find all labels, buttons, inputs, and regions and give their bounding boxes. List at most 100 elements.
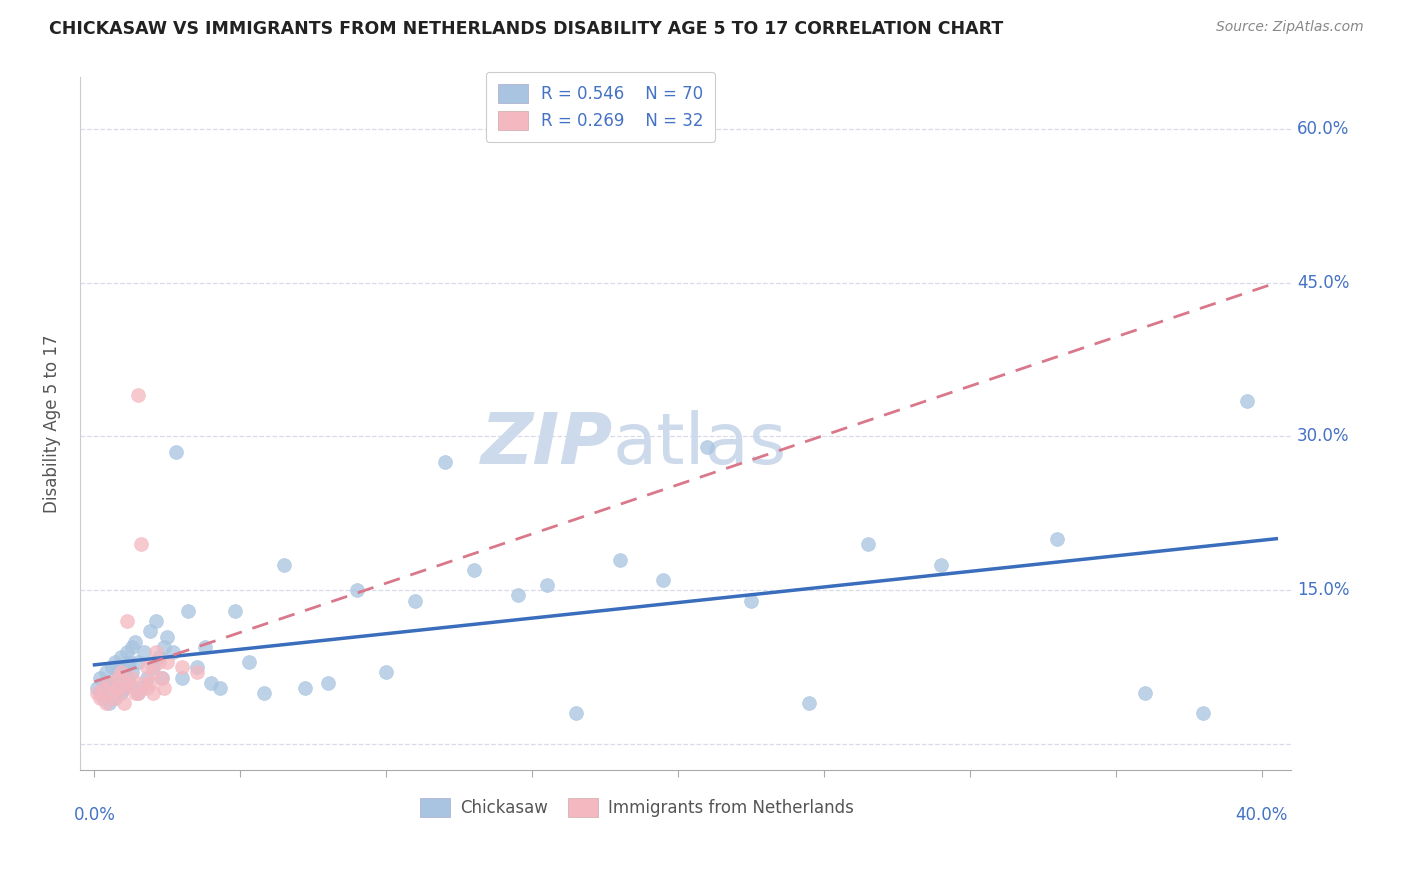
Point [1046, 532, 1069, 546]
Point [463, 563, 485, 577]
Point [316, 675, 339, 690]
Point [165, 445, 187, 459]
Point [132, 645, 155, 659]
Point [156, 655, 179, 669]
Point [127, 655, 149, 669]
Point [294, 681, 316, 695]
Point [110, 650, 132, 665]
Point [145, 614, 167, 628]
Point [253, 686, 276, 700]
Point [89, 691, 111, 706]
Point [115, 645, 138, 659]
Point [121, 640, 143, 654]
Text: atlas: atlas [613, 410, 787, 479]
Point [132, 675, 155, 690]
Point [170, 660, 193, 674]
Point [346, 583, 368, 598]
Point [112, 660, 135, 674]
Point [101, 660, 124, 674]
Point [124, 686, 146, 700]
Point [170, 671, 193, 685]
Point [799, 696, 821, 710]
Text: CHICKASAW VS IMMIGRANTS FROM NETHERLANDS DISABILITY AGE 5 TO 17 CORRELATION CHAR: CHICKASAW VS IMMIGRANTS FROM NETHERLANDS… [49, 20, 1004, 37]
Point [107, 665, 129, 680]
Point [98, 675, 121, 690]
Point [153, 681, 176, 695]
Point [139, 675, 162, 690]
Point [148, 655, 170, 669]
Point [136, 660, 159, 674]
Point [200, 675, 222, 690]
Point [127, 388, 149, 402]
Point [145, 645, 167, 659]
Text: 0.0%: 0.0% [73, 805, 115, 824]
Point [696, 440, 718, 454]
Point [118, 655, 141, 669]
Point [136, 681, 159, 695]
Text: ZIP: ZIP [481, 410, 613, 479]
Point [127, 686, 149, 700]
Point [1133, 686, 1156, 700]
Point [224, 604, 246, 618]
Point [156, 630, 179, 644]
Point [1192, 706, 1215, 721]
Point [101, 681, 124, 695]
Text: 60.0%: 60.0% [1296, 120, 1350, 137]
Point [609, 552, 631, 566]
Point [101, 686, 124, 700]
Point [150, 671, 173, 685]
Point [115, 614, 138, 628]
Point [118, 675, 141, 690]
Point [94, 696, 117, 710]
Point [112, 696, 135, 710]
Point [186, 665, 208, 680]
Point [94, 675, 117, 690]
Point [433, 455, 456, 469]
Text: 15.0%: 15.0% [1296, 582, 1350, 599]
Point [129, 537, 152, 551]
Point [112, 681, 135, 695]
Legend: Chickasaw, Immigrants from Netherlands: Chickasaw, Immigrants from Netherlands [413, 791, 860, 824]
Point [929, 558, 952, 572]
Text: 40.0%: 40.0% [1236, 805, 1288, 824]
Point [177, 604, 200, 618]
Point [110, 686, 132, 700]
Text: 30.0%: 30.0% [1296, 427, 1350, 445]
Point [142, 660, 165, 674]
Point [150, 671, 173, 685]
Point [1236, 393, 1258, 408]
Point [107, 681, 129, 695]
Point [94, 665, 117, 680]
Point [565, 706, 588, 721]
Point [98, 696, 121, 710]
Point [89, 671, 111, 685]
Point [856, 537, 879, 551]
Point [124, 634, 146, 648]
Point [139, 624, 162, 639]
Point [104, 691, 127, 706]
Point [107, 671, 129, 685]
Point [273, 558, 295, 572]
Point [89, 686, 111, 700]
Point [142, 665, 165, 680]
Point [506, 589, 529, 603]
Point [129, 681, 152, 695]
Point [112, 681, 135, 695]
Point [86, 681, 108, 695]
Text: Source: ZipAtlas.com: Source: ZipAtlas.com [1216, 20, 1364, 34]
Point [121, 665, 143, 680]
Point [162, 645, 184, 659]
Point [104, 655, 127, 669]
Point [208, 681, 231, 695]
Point [107, 675, 129, 690]
Point [110, 665, 132, 680]
Point [98, 675, 121, 690]
Point [375, 665, 398, 680]
Point [153, 640, 176, 654]
Point [86, 686, 108, 700]
Point [121, 671, 143, 685]
Point [238, 655, 260, 669]
Point [404, 593, 426, 607]
Point [91, 681, 114, 695]
Point [127, 686, 149, 700]
